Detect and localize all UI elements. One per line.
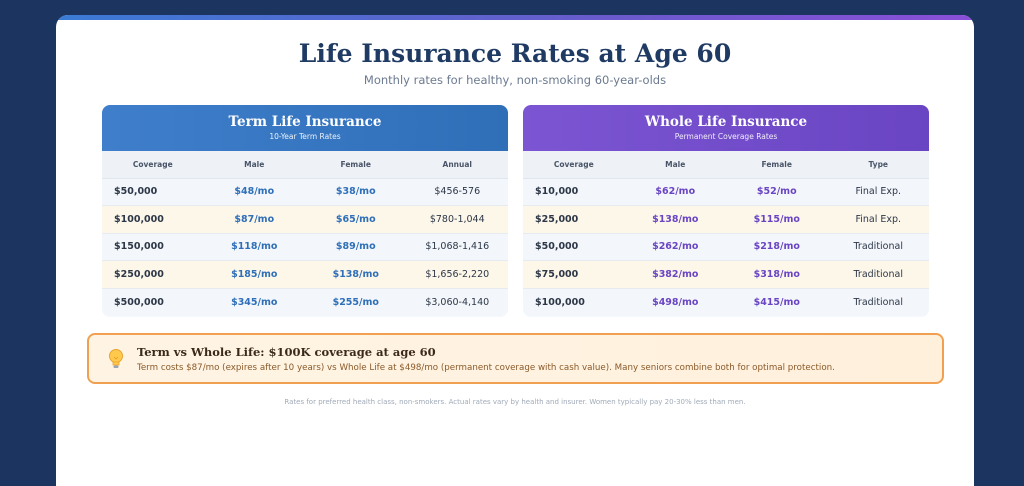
whole-panel-title: Whole Life Insurance (644, 114, 808, 130)
male-rate-cell: $185/mo (203, 260, 305, 289)
table-row: $500,000 $345/mo $255/mo $3,060-4,140 (102, 288, 508, 316)
term-panel-header: Term Life Insurance 10-Year Term Rates (102, 105, 508, 151)
rates-card: Life Insurance Rates at Age 60 Monthly r… (56, 15, 974, 486)
table-row: $25,000 $138/mo $115/mo Final Exp. (523, 205, 929, 234)
annual-cell: $1,068-1,416 (406, 233, 508, 262)
table-header-row: Coverage Male Female Type (523, 151, 929, 179)
annual-cell: $780-1,044 (406, 205, 508, 234)
column-header-male: Male (624, 151, 726, 179)
callout-text: Term costs $87/mo (expires after 10 year… (137, 363, 835, 373)
column-header-female: Female (305, 151, 407, 179)
table-row: $50,000 $262/mo $218/mo Traditional (523, 233, 929, 262)
type-cell: Traditional (827, 260, 929, 289)
column-header-type: Type (827, 151, 929, 179)
table-row: $100,000 $498/mo $415/mo Traditional (523, 288, 929, 316)
female-rate-cell: $318/mo (726, 260, 828, 289)
type-cell: Traditional (827, 288, 929, 316)
table-row: $75,000 $382/mo $318/mo Traditional (523, 260, 929, 289)
type-cell: Final Exp. (827, 178, 929, 207)
column-header-male: Male (203, 151, 305, 179)
female-rate-cell: $52/mo (726, 178, 828, 207)
footnote: Rates for preferred health class, non-sm… (284, 398, 746, 406)
male-rate-cell: $118/mo (203, 233, 305, 262)
annual-cell: $456-576 (406, 178, 508, 207)
coverage-cell: $50,000 (102, 178, 204, 207)
callout-title: Term vs Whole Life: $100K coverage at ag… (137, 345, 436, 359)
coverage-cell: $50,000 (523, 233, 625, 262)
male-rate-cell: $87/mo (203, 205, 305, 234)
male-rate-cell: $498/mo (624, 288, 726, 316)
term-life-panel: Term Life Insurance 10-Year Term Rates C… (102, 105, 508, 317)
male-rate-cell: $262/mo (624, 233, 726, 262)
whole-panel-header: Whole Life Insurance Permanent Coverage … (523, 105, 929, 151)
male-rate-cell: $345/mo (203, 288, 305, 316)
comparison-callout: Term vs Whole Life: $100K coverage at ag… (87, 333, 944, 384)
table-row: $150,000 $118/mo $89/mo $1,068-1,416 (102, 233, 508, 262)
coverage-cell: $500,000 (102, 288, 204, 316)
type-cell: Final Exp. (827, 205, 929, 234)
column-header-coverage: Coverage (102, 151, 204, 179)
table-row: $250,000 $185/mo $138/mo $1,656-2,220 (102, 260, 508, 289)
whole-panel-subtitle: Permanent Coverage Rates (674, 132, 778, 141)
female-rate-cell: $255/mo (305, 288, 407, 316)
column-header-annual: Annual (406, 151, 508, 179)
female-rate-cell: $415/mo (726, 288, 828, 316)
female-rate-cell: $65/mo (305, 205, 407, 234)
coverage-cell: $25,000 (523, 205, 625, 234)
term-panel-title: Term Life Insurance (228, 114, 382, 130)
coverage-cell: $250,000 (102, 260, 204, 289)
male-rate-cell: $48/mo (203, 178, 305, 207)
card-accent-bar (56, 15, 974, 20)
type-cell: Traditional (827, 233, 929, 262)
table-row: $10,000 $62/mo $52/mo Final Exp. (523, 178, 929, 207)
table-row: $50,000 $48/mo $38/mo $456-576 (102, 178, 508, 207)
coverage-cell: $150,000 (102, 233, 204, 262)
female-rate-cell: $38/mo (305, 178, 407, 207)
table-header-row: Coverage Male Female Annual (102, 151, 508, 179)
female-rate-cell: $138/mo (305, 260, 407, 289)
coverage-cell: $100,000 (102, 205, 204, 234)
term-panel-subtitle: 10-Year Term Rates (269, 132, 341, 141)
table-row: $100,000 $87/mo $65/mo $780-1,044 (102, 205, 508, 234)
female-rate-cell: $89/mo (305, 233, 407, 262)
page-subtitle: Monthly rates for healthy, non-smoking 6… (363, 73, 667, 87)
coverage-cell: $100,000 (523, 288, 625, 316)
annual-cell: $1,656-2,220 (406, 260, 508, 289)
column-header-female: Female (726, 151, 828, 179)
coverage-cell: $10,000 (523, 178, 625, 207)
male-rate-cell: $62/mo (624, 178, 726, 207)
lightbulb-icon (109, 349, 123, 368)
term-rates-table: Coverage Male Female Annual $50,000 $48/… (102, 151, 508, 316)
female-rate-cell: $218/mo (726, 233, 828, 262)
male-rate-cell: $382/mo (624, 260, 726, 289)
page-title: Life Insurance Rates at Age 60 (298, 39, 732, 68)
male-rate-cell: $138/mo (624, 205, 726, 234)
female-rate-cell: $115/mo (726, 205, 828, 234)
coverage-cell: $75,000 (523, 260, 625, 289)
whole-life-panel: Whole Life Insurance Permanent Coverage … (523, 105, 929, 317)
column-header-coverage: Coverage (523, 151, 625, 179)
whole-rates-table: Coverage Male Female Type $10,000 $62/mo… (523, 151, 929, 316)
annual-cell: $3,060-4,140 (406, 288, 508, 316)
